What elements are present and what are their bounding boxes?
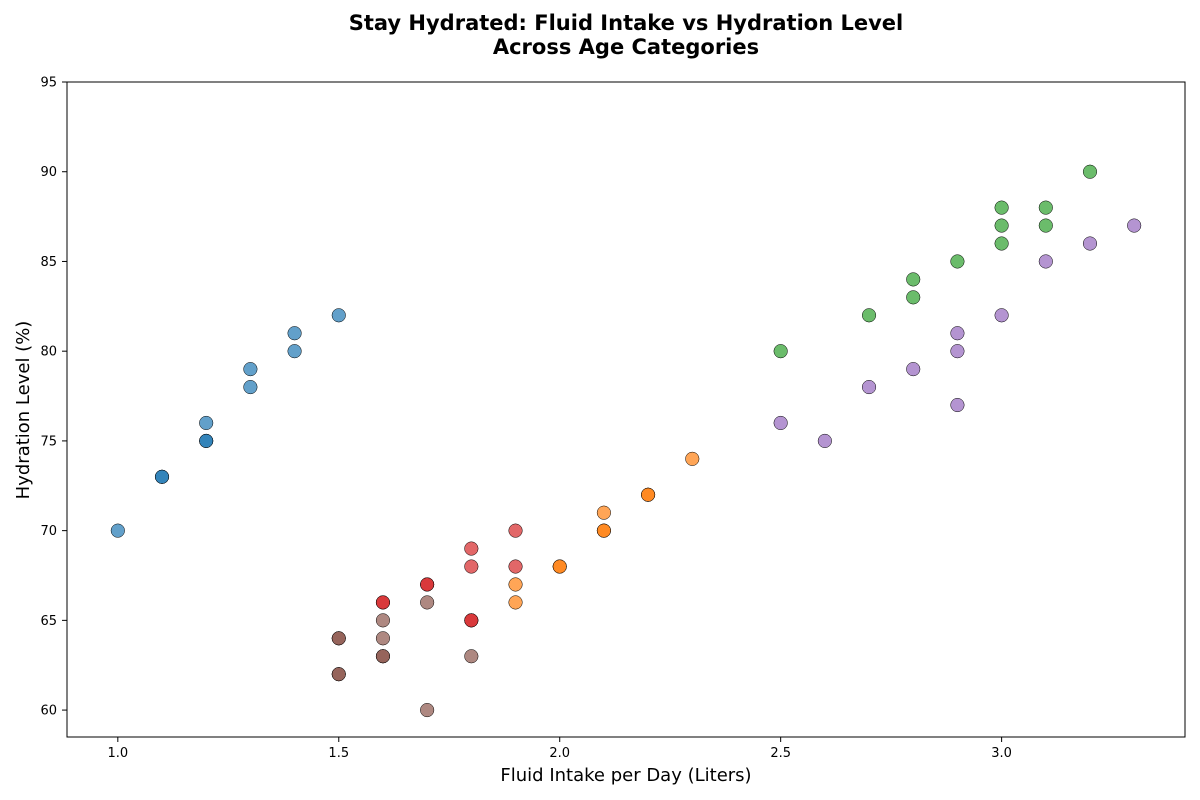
y-tick-label: 70 (40, 524, 57, 539)
data-point (861, 308, 877, 323)
data-point (331, 308, 346, 323)
x-tick-label: 1.0 (107, 746, 128, 761)
y-tick-label: 95 (40, 76, 57, 91)
x-tick-label: 2.5 (770, 746, 791, 761)
data-point (1038, 254, 1053, 269)
data-point (994, 218, 1009, 233)
data-point (950, 344, 965, 359)
data-point (994, 200, 1009, 215)
y-axis: 60 65 70 75 80 85 90 95 (40, 76, 67, 719)
data-point (906, 272, 921, 287)
data-point (287, 344, 302, 359)
data-point (110, 523, 125, 538)
x-tick-label: 2.0 (549, 746, 570, 761)
data-point (464, 559, 479, 574)
data-point (994, 236, 1009, 251)
data-point (950, 254, 965, 269)
data-point (1038, 200, 1053, 215)
data-point (1082, 164, 1098, 179)
data-point (420, 595, 435, 610)
data-point (1038, 218, 1053, 233)
data-point (1082, 236, 1098, 251)
y-tick-label: 90 (40, 165, 57, 180)
data-point (199, 433, 214, 448)
data-point (508, 523, 523, 538)
data-point (331, 667, 346, 682)
data-point (508, 595, 523, 610)
data-point (420, 577, 435, 592)
plot-area (66, 81, 1186, 738)
data-point (287, 326, 302, 341)
x-tick-label: 1.5 (328, 746, 349, 761)
data-point (464, 613, 479, 628)
data-point (950, 397, 965, 413)
data-point (596, 505, 611, 520)
data-point (950, 326, 965, 341)
data-point (508, 577, 523, 592)
data-point (375, 613, 391, 628)
data-point (375, 631, 391, 646)
data-point (331, 631, 346, 646)
data-point (596, 523, 611, 538)
y-tick-label: 75 (40, 434, 57, 449)
y-axis-label: Hydration Level (%) (13, 321, 34, 500)
data-point (375, 595, 391, 610)
x-tick-label: 3.0 (991, 746, 1012, 761)
data-point (508, 559, 523, 574)
y-tick-label: 85 (40, 255, 57, 270)
data-point (464, 541, 479, 556)
data-point (464, 649, 479, 664)
data-point (906, 290, 921, 305)
data-point (552, 559, 567, 574)
data-point (685, 451, 700, 466)
data-point (199, 415, 214, 431)
data-point (420, 703, 435, 718)
data-point (243, 362, 258, 377)
y-tick-label: 65 (40, 614, 57, 629)
data-point (906, 362, 921, 377)
x-axis-label: Fluid Intake per Day (Liters) (500, 765, 751, 786)
data-point (773, 344, 788, 359)
data-point (861, 380, 877, 395)
y-tick-label: 60 (40, 704, 57, 719)
data-point (641, 487, 656, 502)
data-point (154, 469, 170, 484)
y-tick-label: 80 (40, 345, 57, 360)
x-axis: 1.0 1.5 2.0 2.5 3.0 (107, 737, 1012, 761)
data-point (375, 649, 391, 664)
data-point (1127, 218, 1142, 233)
data-point (773, 415, 788, 431)
data-points (110, 164, 1142, 718)
chart-title: Stay Hydrated: Fluid Intake vs Hydration… (348, 11, 904, 59)
data-point (994, 308, 1009, 323)
data-point (817, 433, 832, 448)
data-point (243, 380, 258, 395)
